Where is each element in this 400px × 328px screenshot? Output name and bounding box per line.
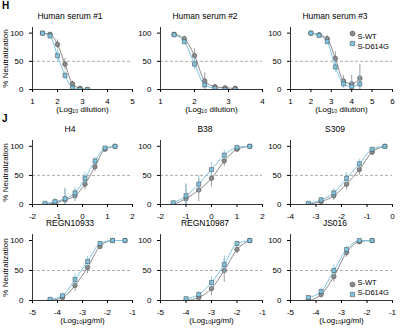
svg-text:-2: -2 bbox=[157, 212, 165, 221]
svg-text:1: 1 bbox=[30, 97, 35, 106]
svg-text:-2: -2 bbox=[104, 308, 112, 317]
svg-text:S-WT: S-WT bbox=[358, 32, 378, 41]
svg-text:-1: -1 bbox=[259, 308, 267, 317]
svg-text:1: 1 bbox=[105, 212, 110, 221]
svg-text:% Neutralization: % Neutralization bbox=[1, 238, 10, 296]
svg-text:0: 0 bbox=[19, 200, 24, 209]
svg-text:50: 50 bbox=[273, 266, 282, 275]
svg-text:S-D614G: S-D614G bbox=[358, 288, 389, 297]
svg-text:-2: -2 bbox=[363, 308, 371, 317]
svg-text:100: 100 bbox=[268, 142, 282, 151]
svg-text:(Log₁₀μg/ml): (Log₁₀μg/ml) bbox=[319, 316, 364, 325]
svg-text:1: 1 bbox=[288, 97, 293, 106]
svg-text:(Log₁₀ dilution): (Log₁₀ dilution) bbox=[185, 105, 238, 114]
svg-text:100: 100 bbox=[138, 29, 152, 38]
svg-text:0: 0 bbox=[147, 296, 152, 305]
svg-text:-1: -1 bbox=[129, 308, 137, 317]
svg-text:100: 100 bbox=[10, 142, 24, 151]
svg-text:0: 0 bbox=[390, 212, 395, 221]
svg-text:2: 2 bbox=[260, 212, 265, 221]
svg-text:50: 50 bbox=[15, 171, 24, 180]
svg-text:-2: -2 bbox=[233, 308, 241, 317]
svg-text:(Log₁₀μg/ml): (Log₁₀μg/ml) bbox=[189, 316, 234, 325]
svg-text:(Log₁₀μg/ml): (Log₁₀μg/ml) bbox=[60, 316, 105, 325]
svg-text:-1: -1 bbox=[363, 212, 371, 221]
svg-text:100: 100 bbox=[10, 236, 24, 245]
svg-text:50: 50 bbox=[143, 171, 152, 180]
svg-text:-3: -3 bbox=[312, 212, 320, 221]
svg-text:1: 1 bbox=[235, 212, 240, 221]
svg-text:100: 100 bbox=[10, 29, 24, 38]
svg-text:6: 6 bbox=[390, 97, 395, 106]
svg-text:-5: -5 bbox=[287, 308, 295, 317]
svg-text:0: 0 bbox=[147, 200, 152, 209]
svg-text:2: 2 bbox=[309, 97, 314, 106]
svg-text:-5: -5 bbox=[29, 308, 37, 317]
svg-text:0: 0 bbox=[277, 296, 282, 305]
svg-text:S-D614G: S-D614G bbox=[358, 42, 389, 51]
svg-text:-2: -2 bbox=[29, 212, 37, 221]
svg-text:4: 4 bbox=[260, 97, 265, 106]
svg-text:100: 100 bbox=[138, 142, 152, 151]
svg-text:-1: -1 bbox=[389, 308, 397, 317]
svg-text:5: 5 bbox=[130, 97, 135, 106]
svg-text:5: 5 bbox=[370, 97, 375, 106]
svg-text:0: 0 bbox=[147, 85, 152, 94]
svg-text:% Neutralization: % Neutralization bbox=[1, 29, 10, 87]
svg-text:50: 50 bbox=[273, 57, 282, 66]
svg-text:1: 1 bbox=[158, 97, 163, 106]
svg-text:S-WT: S-WT bbox=[358, 278, 378, 287]
svg-text:-5: -5 bbox=[157, 308, 165, 317]
svg-text:0: 0 bbox=[277, 200, 282, 209]
svg-text:-4: -4 bbox=[287, 212, 295, 221]
svg-text:100: 100 bbox=[268, 29, 282, 38]
svg-text:50: 50 bbox=[15, 266, 24, 275]
svg-text:(Log₁₀ dilution): (Log₁₀ dilution) bbox=[315, 105, 368, 114]
svg-text:50: 50 bbox=[143, 266, 152, 275]
svg-text:(Log₁₀ dilution): (Log₁₀ dilution) bbox=[56, 105, 109, 114]
svg-text:50: 50 bbox=[15, 57, 24, 66]
svg-text:100: 100 bbox=[138, 236, 152, 245]
svg-text:2: 2 bbox=[130, 212, 135, 221]
svg-text:50: 50 bbox=[143, 57, 152, 66]
svg-text:0: 0 bbox=[19, 85, 24, 94]
svg-text:50: 50 bbox=[273, 171, 282, 180]
svg-text:0: 0 bbox=[277, 85, 282, 94]
svg-text:100: 100 bbox=[268, 236, 282, 245]
svg-text:0: 0 bbox=[19, 296, 24, 305]
svg-text:% Neutralization: % Neutralization bbox=[1, 143, 10, 201]
